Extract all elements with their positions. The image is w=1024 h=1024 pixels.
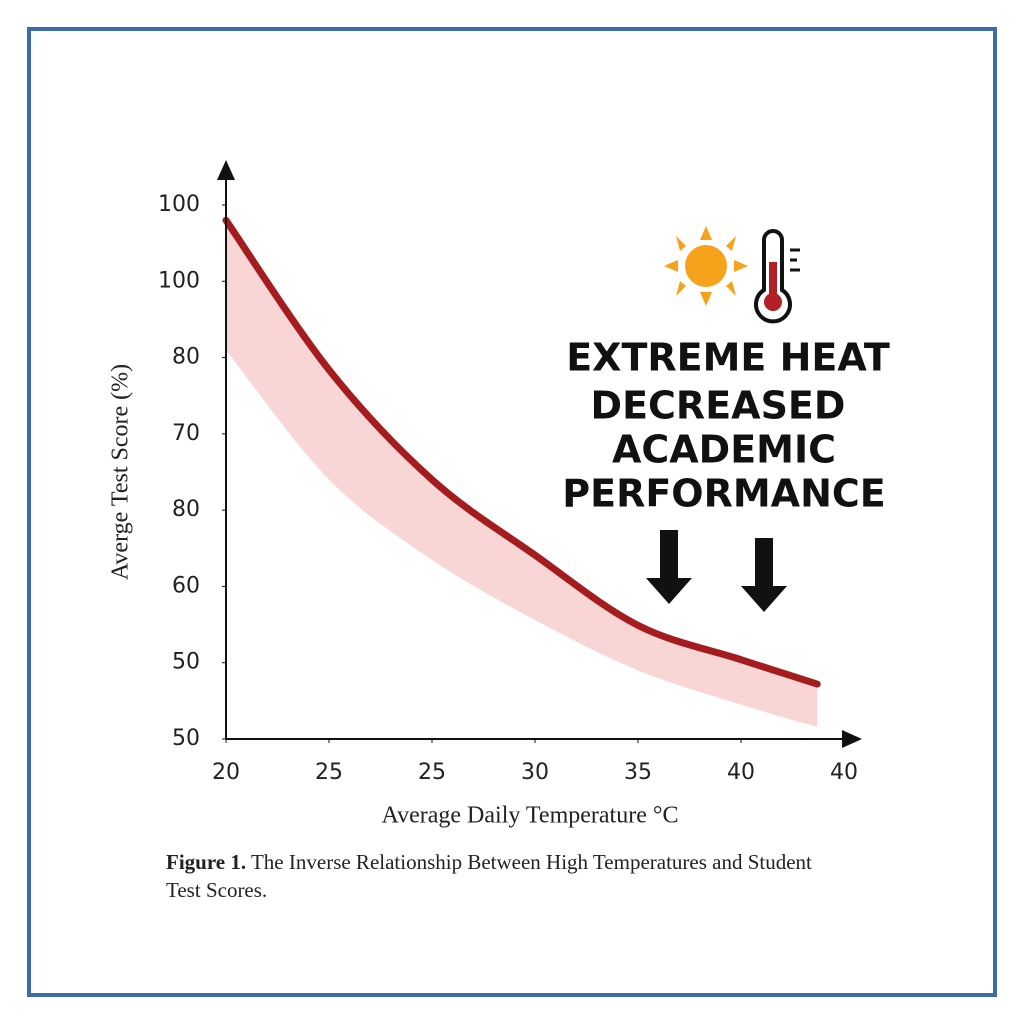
y-tick-label: 80 <box>172 497 200 522</box>
caption-text: The Inverse Relationship Between High Te… <box>251 850 812 874</box>
x-tick-label: 20 <box>212 760 240 785</box>
y-tick-label: 100 <box>158 268 200 293</box>
y-tick-label: 50 <box>172 726 200 751</box>
y-tick-label: 50 <box>172 650 200 675</box>
sun-icon <box>664 226 748 306</box>
y-axis-label: Averge Test Score (%) <box>108 364 134 580</box>
x-axis-arrow <box>842 730 862 748</box>
annotation: EXTREME HEAT DECREASED ACADEMIC PERFORMA… <box>562 336 890 516</box>
caption: Figure 1. The Inverse Relationship Betwe… <box>166 850 812 874</box>
y-tick-label: 80 <box>172 345 200 370</box>
down-arrow <box>741 538 787 612</box>
x-tick-label: 35 <box>624 760 652 785</box>
x-tick-label: 40 <box>727 760 755 785</box>
band <box>226 220 818 727</box>
caption-text: Test Scores. <box>166 878 267 902</box>
line <box>222 216 821 688</box>
x-tick-label: 30 <box>521 760 549 785</box>
annotation-line: PERFORMANCE <box>562 472 885 516</box>
x-tick-label: 40 <box>830 760 858 785</box>
y-tick-label: 100 <box>158 192 200 217</box>
plot <box>222 216 821 727</box>
down-arrow <box>646 530 692 604</box>
y-axis-arrow <box>217 160 235 180</box>
thermometer-icon <box>754 229 800 324</box>
frame <box>27 27 997 997</box>
annotation-line: ACADEMIC <box>612 428 836 472</box>
y-tick-label: 70 <box>172 421 200 446</box>
x-tick-label: 25 <box>418 760 446 785</box>
annotation-line: EXTREME HEAT <box>566 336 890 380</box>
y-tick-label: 60 <box>172 573 200 598</box>
caption-label: Figure 1. <box>166 850 246 874</box>
annotation-line: DECREASED <box>591 384 846 428</box>
x-tick-label: 25 <box>315 760 343 785</box>
x-axis-label: Average Daily Temperature °C <box>382 803 679 829</box>
